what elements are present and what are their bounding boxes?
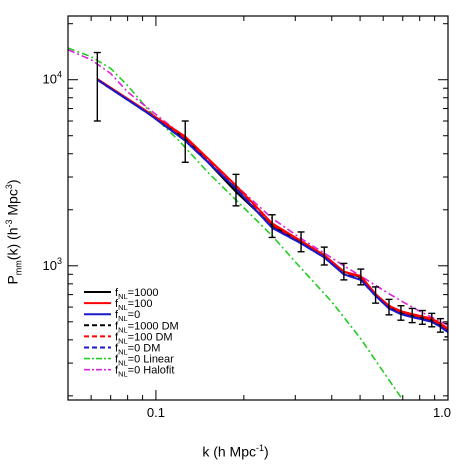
plot-frame bbox=[67, 15, 449, 401]
y-tick-label: 103 bbox=[43, 256, 62, 273]
legend-label: fNL=0 DM bbox=[115, 343, 160, 357]
x-tick-label: 1.0 bbox=[433, 405, 451, 420]
legend-label: fNL=1000 DM bbox=[115, 320, 179, 334]
legend-label: fNL=1000 bbox=[115, 287, 159, 301]
legend-label: fNL=0 bbox=[115, 309, 140, 323]
legend-label: fNL=100 DM bbox=[115, 331, 173, 345]
series-line bbox=[68, 48, 448, 326]
legend-label: fNL=0 Halofit bbox=[115, 365, 174, 379]
error-bars bbox=[93, 51, 448, 338]
axis-ticks: 0.1 1.0 103 104 bbox=[43, 16, 451, 420]
series-line bbox=[68, 47, 404, 400]
y-tick-label: 104 bbox=[43, 70, 62, 87]
legend-label: fNL=100 bbox=[115, 298, 152, 312]
legend-label: fNL=0 Linear bbox=[115, 354, 174, 368]
x-tick-label: 0.1 bbox=[147, 405, 165, 420]
x-axis-label: k (h Mpc-1) bbox=[202, 443, 269, 460]
